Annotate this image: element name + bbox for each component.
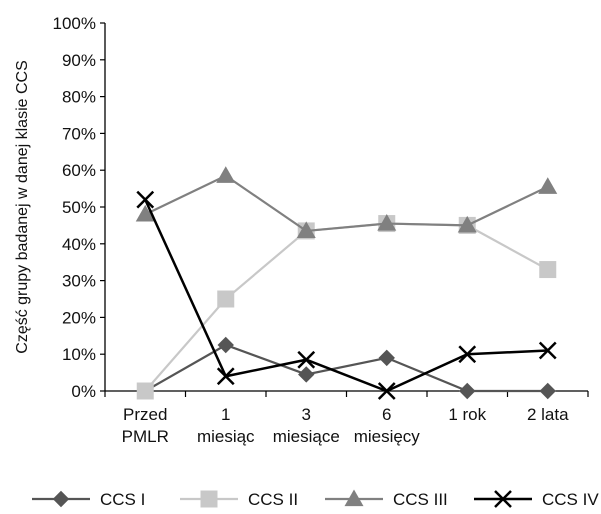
series-ccs-iv (136, 190, 557, 400)
series-ccs-i (137, 336, 556, 400)
legend-label: CCS II (248, 490, 298, 509)
x-tick-label: miesiąc (197, 427, 255, 446)
y-tick-label: 40% (62, 235, 96, 254)
data-point-triangle (538, 177, 558, 194)
x-tick-label: 6 (382, 405, 391, 424)
series-ccs-iii (135, 166, 558, 239)
series-layer (135, 166, 558, 400)
data-point-x (538, 341, 557, 360)
data-point-x (297, 350, 316, 369)
y-tick-label: 0% (71, 382, 96, 401)
y-tick-label: 50% (62, 198, 96, 217)
legend-label: CCS IV (542, 490, 599, 509)
data-point-x (458, 345, 477, 364)
data-point-triangle (377, 214, 397, 231)
data-point-x (377, 382, 396, 400)
y-axis-title: Część grupy badanej w danej klasie CCS (14, 60, 31, 353)
data-point-square (217, 290, 235, 308)
data-point-square (136, 382, 154, 400)
legend-marker-x (494, 490, 512, 508)
legend-item: CCS IV (474, 490, 599, 509)
data-point-triangle (135, 204, 155, 222)
y-tick-label: 60% (62, 161, 96, 180)
x-tick-label: 1 (221, 405, 230, 424)
legend-item: CCS I (32, 490, 145, 509)
data-point-diamond (217, 336, 234, 354)
legend-marker-diamond (52, 490, 70, 508)
series-line (144, 343, 548, 393)
data-point-triangle (216, 166, 236, 183)
series-line (144, 174, 549, 233)
legend-item: CCS II (180, 490, 298, 509)
legend: CCS I CCS II CCS III CCS IV (32, 489, 599, 509)
x-tick-label: 3 (302, 405, 311, 424)
y-tick-label: 30% (62, 272, 96, 291)
y-tick-label: 20% (62, 308, 96, 327)
x-tick-label: miesiące (273, 427, 340, 446)
x-tick-label: miesięcy (354, 427, 421, 446)
axes-layer: 0% 10% 20% 30% 40% 50% 60% 70% 80% 90% 100% Przed PM… (14, 14, 589, 446)
x-tick-label: 1 rok (448, 405, 486, 424)
data-point-diamond (298, 366, 315, 383)
y-tick-label: 100% (53, 14, 96, 33)
legend-marker-triangle (344, 489, 364, 507)
data-point-x (136, 190, 155, 209)
legend-label: CCS III (393, 490, 448, 509)
legend-item: CCS III (325, 489, 448, 509)
data-point-square (539, 261, 557, 279)
x-tick-label: PMLR (122, 427, 169, 446)
data-point-diamond (539, 382, 556, 400)
data-point-triangle (457, 215, 477, 233)
y-tick-label: 90% (62, 51, 96, 70)
legend-label: CCS I (100, 490, 145, 509)
legend-marker-square (200, 490, 218, 508)
data-point-diamond (459, 382, 476, 400)
x-tick-label: 2 lata (527, 405, 569, 424)
y-tick-label: 10% (62, 345, 96, 364)
y-tick-label: 80% (62, 88, 96, 107)
data-point-triangle (296, 221, 316, 239)
x-tick-label: Przed (123, 405, 167, 424)
y-tick-label: 70% (62, 124, 96, 143)
series-line (144, 199, 548, 393)
data-point-diamond (378, 349, 395, 367)
data-point-x (216, 367, 235, 386)
series-ccs-ii (136, 215, 557, 400)
